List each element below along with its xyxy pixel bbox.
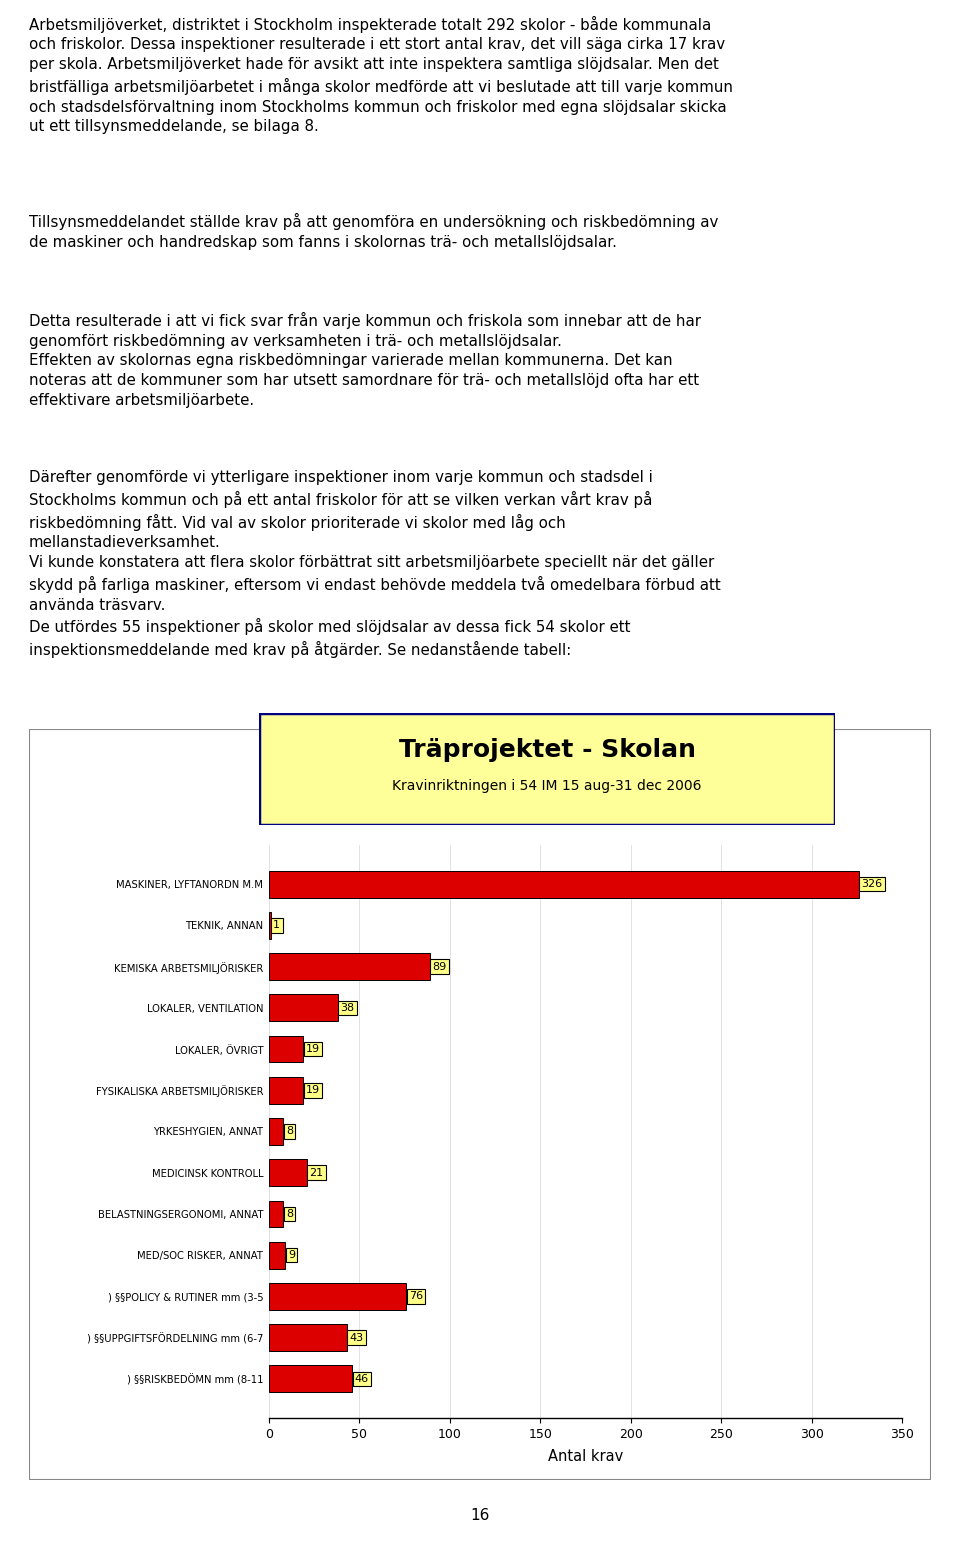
Bar	[269, 1118, 283, 1145]
Bar	[269, 1077, 303, 1104]
Text: Kravinriktningen i 54 IM 15 aug-31 dec 2006: Kravinriktningen i 54 IM 15 aug-31 dec 2…	[393, 780, 702, 794]
Text: 8: 8	[286, 1209, 293, 1218]
Text: 76: 76	[409, 1291, 423, 1302]
Text: 89: 89	[433, 961, 447, 972]
Bar	[269, 1324, 347, 1352]
Text: 16: 16	[470, 1508, 490, 1524]
X-axis label: Antal krav: Antal krav	[548, 1449, 623, 1465]
Text: Tillsynsmeddelandet ställde krav på att genomföra en undersökning och riskbedömn: Tillsynsmeddelandet ställde krav på att …	[29, 212, 718, 250]
Text: 21: 21	[309, 1167, 324, 1178]
Bar	[269, 953, 430, 980]
Text: Detta resulterade i att vi fick svar från varje kommun och friskola som innebar : Detta resulterade i att vi fick svar frå…	[29, 312, 701, 408]
Text: Träprojektet - Skolan: Träprojektet - Skolan	[398, 738, 696, 761]
Text: Arbetsmiljöverket, distriktet i Stockholm inspekterade totalt 292 skolor - både : Arbetsmiljöverket, distriktet i Stockhol…	[29, 16, 732, 135]
Text: Därefter genomförde vi ytterligare inspektioner inom varje kommun och stadsdel i: Därefter genomförde vi ytterligare inspe…	[29, 470, 721, 657]
Text: 1: 1	[274, 921, 280, 930]
Text: 38: 38	[340, 1003, 354, 1012]
Bar	[269, 995, 338, 1021]
Bar	[269, 1201, 283, 1228]
Text: 9: 9	[288, 1251, 295, 1260]
Bar	[269, 1283, 406, 1310]
Text: 19: 19	[306, 1045, 320, 1054]
Bar	[269, 1242, 285, 1268]
Bar	[269, 871, 859, 897]
Text: 326: 326	[862, 879, 883, 890]
Text: 19: 19	[306, 1085, 320, 1096]
Text: 43: 43	[349, 1333, 364, 1342]
FancyBboxPatch shape	[259, 713, 835, 825]
Text: 46: 46	[355, 1373, 369, 1384]
Bar	[269, 1159, 307, 1186]
Bar	[269, 911, 271, 939]
Bar	[269, 1035, 303, 1062]
Text: 8: 8	[286, 1127, 293, 1136]
Bar	[269, 1366, 352, 1392]
